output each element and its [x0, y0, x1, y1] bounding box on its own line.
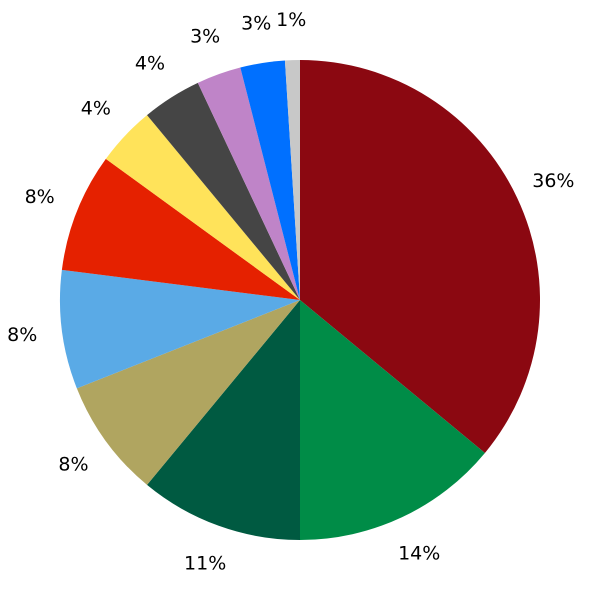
slice-label: 3% [241, 12, 271, 34]
slice-label: 4% [81, 97, 111, 119]
slice-label: 4% [135, 53, 165, 75]
pie-slice [147, 300, 300, 540]
slice-label: 8% [7, 324, 37, 346]
pie-slice [300, 60, 541, 453]
pie-slice [197, 67, 300, 300]
pie-slice [61, 158, 300, 300]
slice-label: 3% [190, 26, 220, 48]
pie-slices [60, 60, 541, 540]
pie-slice [147, 82, 300, 300]
pie-slice [105, 115, 300, 301]
pie-slice [300, 300, 485, 540]
pie-slice [76, 300, 301, 485]
pie-slice [60, 269, 301, 389]
slice-label: 36% [532, 170, 574, 192]
pie-labels: 36%14%11%8%8%8%4%4%3%3% 1% [7, 9, 574, 574]
pie-slice [240, 60, 300, 300]
slice-label: 8% [25, 186, 55, 208]
slice-label: 14% [398, 542, 440, 564]
slice-label: 8% [58, 454, 88, 476]
pie-slice [284, 60, 300, 300]
slice-label: 11% [184, 552, 226, 574]
slice-label: 1% [276, 9, 306, 31]
